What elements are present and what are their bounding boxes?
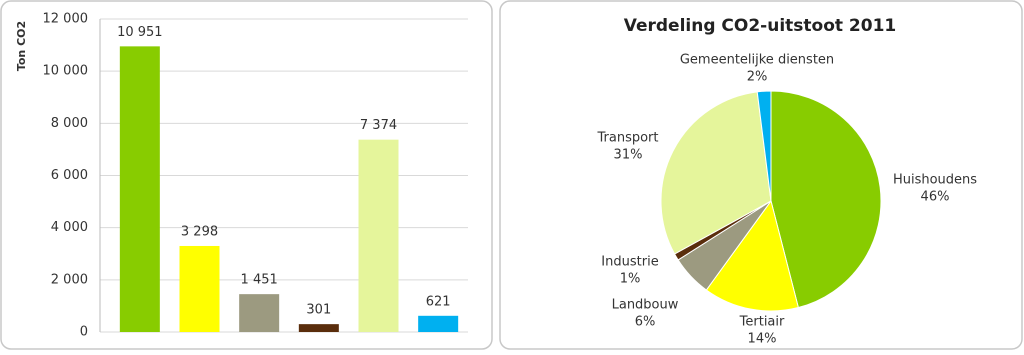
slice-percent: 6% <box>635 315 656 330</box>
value-label: 3 298 <box>181 224 218 239</box>
y-tick-label: 0 <box>80 325 88 340</box>
pie-slice <box>705 199 799 312</box>
slice-label: Tertiair <box>739 315 785 330</box>
slice-percent: 31% <box>614 148 643 163</box>
y-tick-label: 12 000 <box>43 12 89 27</box>
y-tick-label: 8 000 <box>51 116 88 131</box>
bar <box>418 315 459 332</box>
bar <box>358 139 399 332</box>
pie-title: Verdeling CO2-uitstoot 2011 <box>624 16 897 36</box>
bar <box>179 245 220 332</box>
slice-label: Landbouw <box>612 298 679 313</box>
slice-label: Industrie <box>601 255 658 270</box>
slice-percent: 2% <box>747 70 768 85</box>
value-label: 621 <box>426 294 451 309</box>
y-tick-label: 10 000 <box>43 64 89 79</box>
slice-percent: 1% <box>620 272 641 287</box>
slice-percent: 14% <box>748 332 777 347</box>
pie-slice <box>770 90 882 309</box>
y-axis-label: Ton CO2 <box>15 21 28 71</box>
slice-label: Transport <box>596 131 658 146</box>
y-tick-label: 2 000 <box>51 272 88 287</box>
y-tick-label: 6 000 <box>51 168 88 183</box>
bar <box>239 294 280 332</box>
pie-slice <box>756 90 772 202</box>
bar <box>298 324 339 332</box>
value-label: 10 951 <box>117 25 163 40</box>
pie-slice <box>660 91 772 255</box>
value-label: 301 <box>306 303 331 318</box>
value-label: 7 374 <box>360 118 397 133</box>
slice-label: Huishoudens <box>893 173 977 188</box>
slice-percent: 46% <box>921 190 950 205</box>
slice-label: Gemeentelijke diensten <box>680 53 834 68</box>
bar <box>119 46 160 332</box>
value-label: 1 451 <box>241 273 278 288</box>
y-tick-label: 4 000 <box>51 220 88 235</box>
